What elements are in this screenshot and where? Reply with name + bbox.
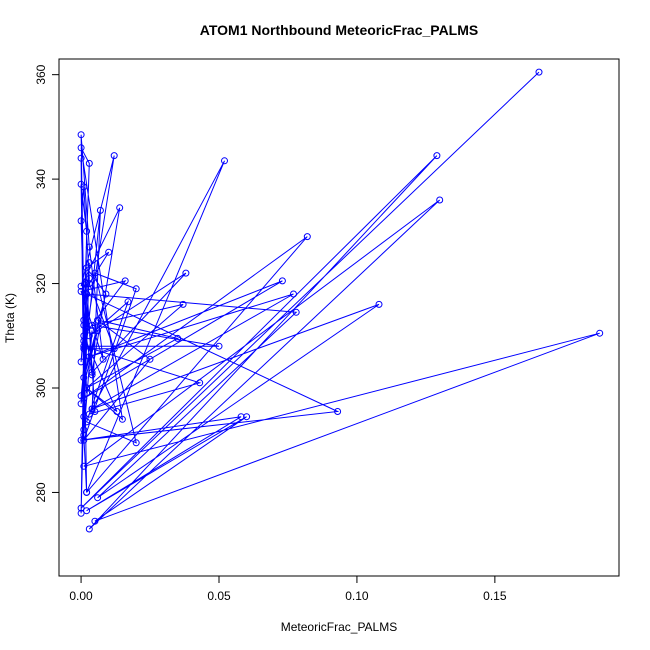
x-tick-label: 0.10 xyxy=(345,589,369,603)
data-point xyxy=(124,298,132,306)
data-point xyxy=(77,154,85,162)
data-point xyxy=(80,321,88,329)
data-point xyxy=(80,413,88,421)
data-point xyxy=(77,509,85,517)
data-point xyxy=(80,426,88,434)
data-point xyxy=(85,243,93,251)
data-point xyxy=(113,408,121,415)
data-point xyxy=(215,342,223,350)
data-point xyxy=(85,280,93,288)
data-point xyxy=(116,204,124,212)
data-point xyxy=(83,507,91,515)
series-line xyxy=(80,71,600,530)
data-point xyxy=(174,334,182,342)
data-point xyxy=(83,389,91,397)
data-point xyxy=(77,392,85,400)
data-point xyxy=(196,379,204,387)
x-tick-label: 0.00 xyxy=(69,589,93,603)
data-point xyxy=(80,462,88,470)
x-tick-label: 0.05 xyxy=(207,589,231,603)
data-point xyxy=(80,374,88,382)
data-point xyxy=(83,290,91,298)
data-point xyxy=(146,355,154,363)
data-point xyxy=(85,410,93,418)
data-point xyxy=(80,431,88,439)
data-point xyxy=(83,384,91,392)
data-point xyxy=(88,321,96,329)
data-point xyxy=(237,413,245,421)
data-point xyxy=(105,248,113,256)
data-point xyxy=(132,439,140,447)
data-point xyxy=(80,342,88,350)
data-point xyxy=(88,371,96,379)
y-tick-label: 340 xyxy=(34,169,48,189)
data-point xyxy=(77,180,85,188)
data-point xyxy=(102,290,110,298)
x-tick-label: 0.15 xyxy=(483,589,507,603)
x-axis-label: MeteoricFrac_PALMS xyxy=(281,620,397,634)
y-tick-label: 280 xyxy=(34,482,48,502)
data-point xyxy=(99,355,107,363)
data-point xyxy=(221,157,228,165)
data-point xyxy=(80,337,88,345)
data-point xyxy=(94,494,102,502)
data-point xyxy=(85,274,93,282)
data-point xyxy=(110,345,118,353)
data-point xyxy=(80,436,88,444)
y-axis-label: Theta (K) xyxy=(3,293,17,343)
data-point xyxy=(433,152,441,160)
data-point xyxy=(88,327,96,335)
data-point xyxy=(596,329,604,337)
chart-title: ATOM1 Northbound MeteoricFrac_PALMS xyxy=(200,22,478,38)
data-point xyxy=(91,269,99,277)
data-point xyxy=(110,152,118,160)
data-point xyxy=(77,287,85,295)
data-point xyxy=(182,269,190,277)
data-point xyxy=(77,400,85,408)
data-point xyxy=(278,277,286,285)
data-point xyxy=(132,285,140,293)
data-point xyxy=(375,300,383,308)
data-point xyxy=(77,144,85,152)
data-point xyxy=(77,131,85,139)
data-point xyxy=(83,227,91,235)
data-point xyxy=(290,290,297,298)
data-point xyxy=(83,280,91,288)
y-tick-label: 360 xyxy=(34,64,48,84)
data-point xyxy=(91,517,99,525)
data-point xyxy=(436,196,444,204)
data-point xyxy=(80,316,88,324)
data-point xyxy=(80,345,88,353)
data-point xyxy=(303,233,311,241)
data-point xyxy=(121,277,129,285)
y-tick-label: 300 xyxy=(34,378,48,398)
data-point xyxy=(91,408,99,415)
data-point xyxy=(77,504,85,512)
plot-frame xyxy=(58,58,620,577)
data-point xyxy=(88,368,96,376)
y-tick-label: 320 xyxy=(34,273,48,293)
y-axis: 280 300 320 340 360 xyxy=(34,64,60,502)
data-point xyxy=(85,159,93,167)
x-axis: 0.00 0.05 0.10 0.15 xyxy=(69,575,507,603)
data-point xyxy=(77,282,85,290)
data-point xyxy=(77,217,85,225)
data-point xyxy=(118,415,126,423)
data-point xyxy=(94,316,102,324)
data-point xyxy=(85,259,93,267)
data-point xyxy=(96,206,104,214)
data-point xyxy=(83,488,91,496)
data-point xyxy=(292,308,300,316)
data-layer xyxy=(77,68,604,533)
data-point xyxy=(179,300,187,308)
data-point xyxy=(83,418,91,426)
data-point xyxy=(334,408,342,415)
data-point xyxy=(535,68,543,76)
data-point xyxy=(80,332,88,340)
data-point xyxy=(77,358,85,366)
data-point xyxy=(85,353,93,361)
data-point xyxy=(85,525,93,533)
